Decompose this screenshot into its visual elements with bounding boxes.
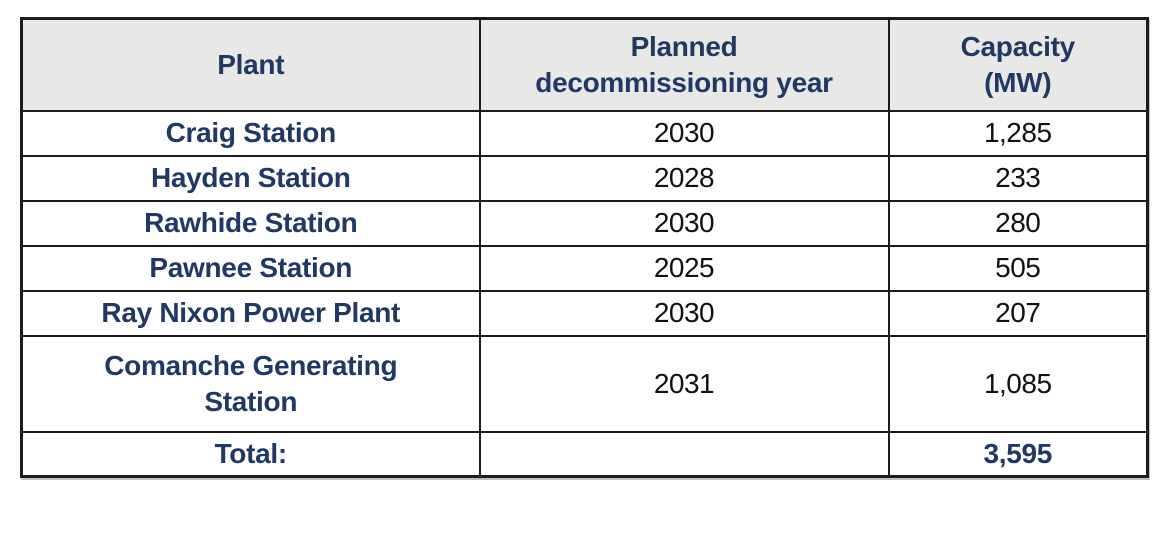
cell-year: 2030: [478, 109, 890, 157]
table-row-rawhide: Rawhide Station 2030 280: [20, 199, 1149, 247]
cell-total-capacity: 3,595: [887, 430, 1149, 478]
cell-year: 2030: [478, 199, 890, 247]
header-capacity: Capacity (MW): [887, 17, 1149, 112]
header-plant: Plant: [20, 17, 481, 112]
header-plant-label: Plant: [217, 48, 285, 80]
cell-plant: Ray Nixon Power Plant: [20, 289, 481, 337]
cell-total-label: Total:: [20, 430, 481, 478]
table-body: Craig Station 2030 1,285 Hayden Station …: [20, 109, 1149, 478]
header-capacity-label: Capacity (MW): [960, 30, 1076, 98]
cell-plant: Craig Station: [20, 109, 481, 157]
cell-year: 2030: [478, 289, 890, 337]
cell-year: 2028: [478, 154, 890, 202]
decommissioning-table: Plant Planned decommissioning year Capac…: [20, 17, 1149, 478]
cell-year: 2025: [478, 244, 890, 292]
cell-year: 2031: [478, 334, 890, 433]
cell-capacity: 233: [887, 154, 1149, 202]
cell-capacity: 280: [887, 199, 1149, 247]
table-row-ray-nixon: Ray Nixon Power Plant 2030 207: [20, 289, 1149, 337]
table-row-craig: Craig Station 2030 1,285: [20, 109, 1149, 157]
header-year-label: Planned decommissioning year: [535, 30, 833, 98]
cell-capacity: 1,085: [887, 334, 1149, 433]
cell-plant: Hayden Station: [20, 154, 481, 202]
cell-total-year-empty: [478, 430, 890, 478]
header-year: Planned decommissioning year: [478, 17, 890, 112]
cell-plant: Pawnee Station: [20, 244, 481, 292]
table-row-hayden: Hayden Station 2028 233: [20, 154, 1149, 202]
cell-capacity: 207: [887, 289, 1149, 337]
cell-capacity: 505: [887, 244, 1149, 292]
table-row-comanche: Comanche Generating Station 2031 1,085: [20, 334, 1149, 433]
cell-capacity: 1,285: [887, 109, 1149, 157]
table-row-pawnee: Pawnee Station 2025 505: [20, 244, 1149, 292]
cell-plant-label: Comanche Generating Station: [104, 349, 398, 417]
table-row-total: Total: 3,595: [20, 430, 1149, 478]
table-header: Plant Planned decommissioning year Capac…: [20, 17, 1149, 112]
cell-plant: Rawhide Station: [20, 199, 481, 247]
header-row: Plant Planned decommissioning year Capac…: [20, 17, 1149, 112]
cell-plant: Comanche Generating Station: [20, 334, 481, 433]
